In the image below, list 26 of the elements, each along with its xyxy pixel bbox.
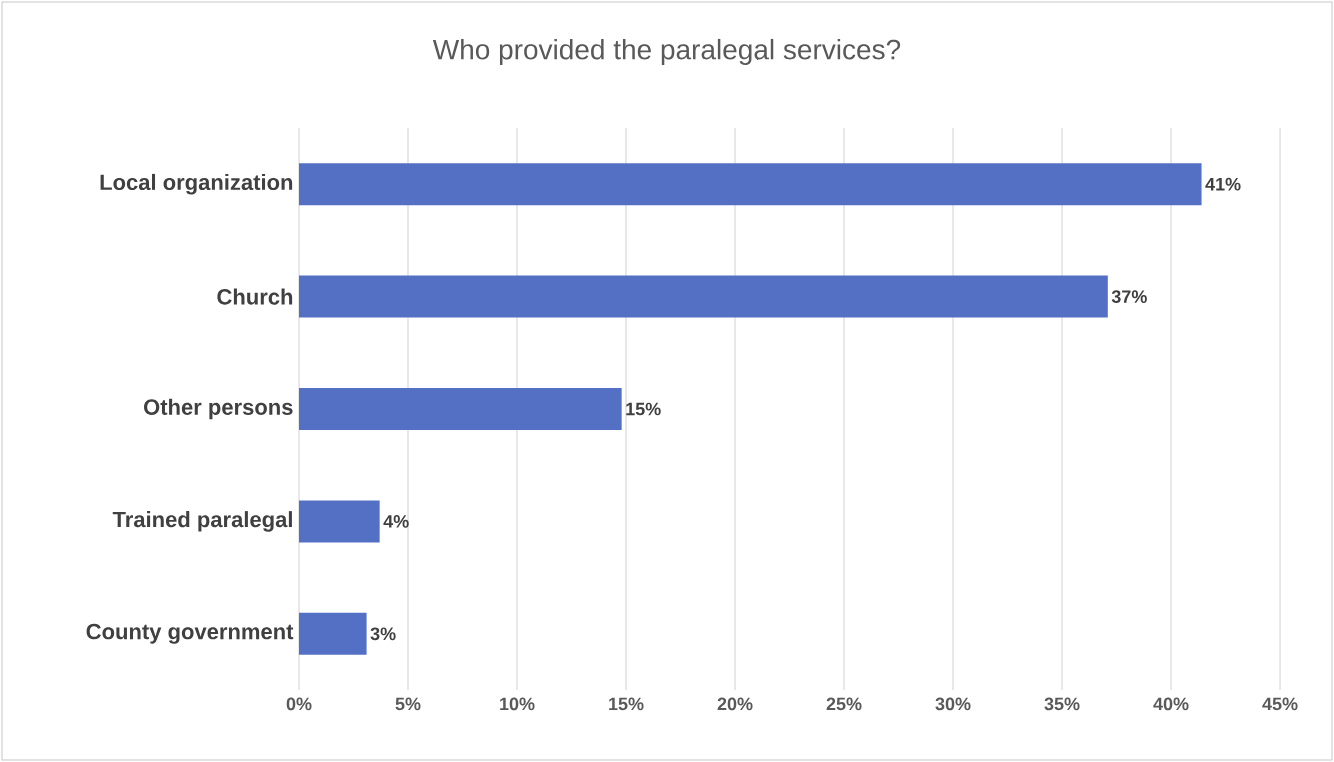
x-tick-label: 10% [500,697,535,711]
bar [299,163,1202,206]
bar [299,388,622,430]
bar [299,612,367,655]
data-label: 4% [383,515,409,528]
bar [299,275,1108,318]
x-tick-label: 45% [1262,697,1298,711]
data-label: 15% [626,402,661,416]
bar [299,500,380,543]
x-tick-label: 25% [826,697,862,711]
x-tick-label: 35% [1044,697,1080,711]
y-tick-label: Trained paralegal [112,511,292,532]
data-label: 3% [370,627,396,641]
x-tick-label: 0% [286,697,312,711]
x-tick-label: 40% [1153,697,1189,711]
chart-title: Who provided the paralegal services? [432,38,901,66]
y-tick-label: County government [86,623,294,644]
y-tick-label: Other persons [144,398,293,420]
x-tick-label: 30% [935,697,971,711]
x-tick-label: 5% [395,697,421,711]
y-tick-label: Church [217,288,293,305]
y-tick-label: Local organization [100,173,293,195]
data-label: 37% [1111,290,1147,303]
data-label: 41% [1205,177,1241,191]
x-tick-label: 15% [609,697,644,711]
x-tick-label: 20% [717,697,753,711]
